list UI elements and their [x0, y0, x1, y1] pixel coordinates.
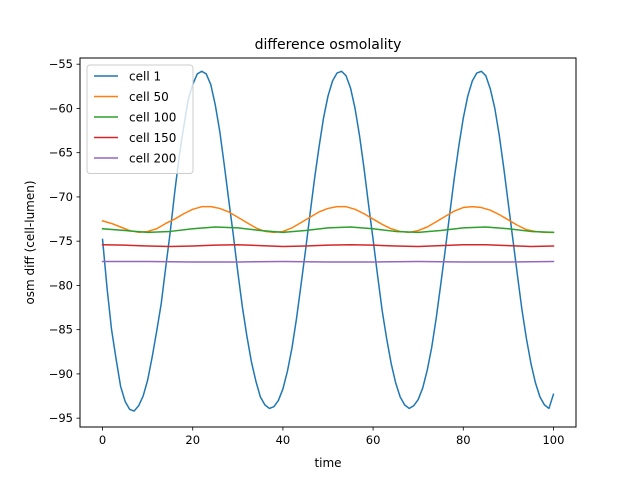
- legend-label: cell 150: [129, 131, 176, 145]
- x-tick-label: 100: [542, 433, 564, 447]
- y-axis-title: osm diff (cell-lumen): [23, 180, 37, 304]
- chart-title: difference osmolality: [255, 37, 402, 53]
- y-tick-label: −65: [49, 146, 73, 160]
- x-tick-label: 0: [99, 433, 106, 447]
- y-tick-label: −70: [49, 190, 73, 204]
- y-axis: −55 −60 −65 −70 −75 −80 −85 −90 −95: [49, 57, 80, 425]
- legend-label: cell 100: [129, 111, 176, 125]
- series-line-cell-150: [101, 243, 555, 248]
- legend-box: [86, 64, 194, 174]
- x-axis-title: time: [314, 456, 341, 470]
- y-tick-label: −60: [49, 101, 73, 115]
- x-tick-label: 20: [185, 433, 200, 447]
- y-tick-label: −75: [49, 234, 73, 248]
- plot-frame: [79, 57, 577, 428]
- x-tick-label: 60: [366, 433, 381, 447]
- legend-label: cell 200: [129, 152, 176, 166]
- legend: cell 1 cell 50 cell 100 cell 150 cell 200: [86, 64, 194, 174]
- series-line-cell-100: [101, 226, 555, 234]
- legend-label: cell 1: [129, 70, 161, 84]
- x-tick-label: 80: [456, 433, 471, 447]
- legend-label: cell 50: [129, 90, 169, 104]
- y-tick-label: −55: [49, 57, 73, 71]
- y-tick-label: −95: [49, 411, 73, 425]
- x-tick-label: 40: [276, 433, 291, 447]
- y-tick-label: −80: [49, 278, 73, 292]
- y-tick-label: −90: [49, 367, 73, 381]
- y-tick-label: −85: [49, 323, 73, 337]
- x-axis: 0 20 40 60 80 100: [99, 427, 564, 447]
- series-line-cell-50: [101, 205, 555, 234]
